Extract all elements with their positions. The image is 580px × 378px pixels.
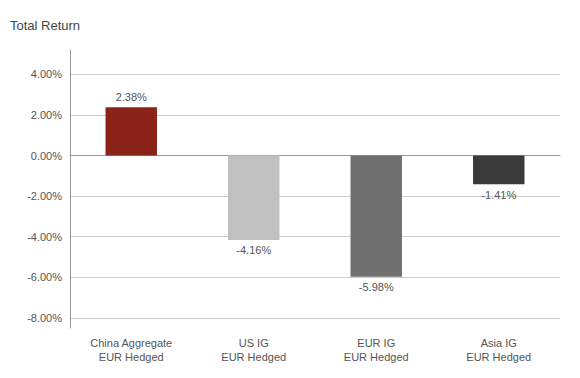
svg-text:-8.00%: -8.00% (27, 312, 62, 324)
svg-text:Total Return: Total Return (10, 18, 80, 33)
svg-text:-4.16%: -4.16% (236, 244, 271, 256)
svg-text:US IG: US IG (239, 337, 269, 349)
svg-text:-2.00%: -2.00% (27, 190, 62, 202)
svg-text:China Aggregate: China Aggregate (90, 337, 172, 349)
svg-text:EUR Hedged: EUR Hedged (221, 351, 286, 363)
svg-text:Asia IG: Asia IG (481, 337, 517, 349)
svg-text:EUR Hedged: EUR Hedged (99, 351, 164, 363)
svg-text:EUR Hedged: EUR Hedged (466, 351, 531, 363)
svg-text:EUR IG: EUR IG (357, 337, 395, 349)
svg-text:4.00%: 4.00% (31, 68, 62, 80)
svg-text:-6.00%: -6.00% (27, 271, 62, 283)
svg-text:0.00%: 0.00% (31, 150, 62, 162)
svg-text:EUR Hedged: EUR Hedged (344, 351, 409, 363)
svg-text:-4.00%: -4.00% (27, 231, 62, 243)
svg-text:-1.41%: -1.41% (481, 189, 516, 201)
svg-text:-5.98%: -5.98% (359, 281, 394, 293)
svg-text:2.38%: 2.38% (116, 91, 147, 103)
svg-text:2.00%: 2.00% (31, 109, 62, 121)
